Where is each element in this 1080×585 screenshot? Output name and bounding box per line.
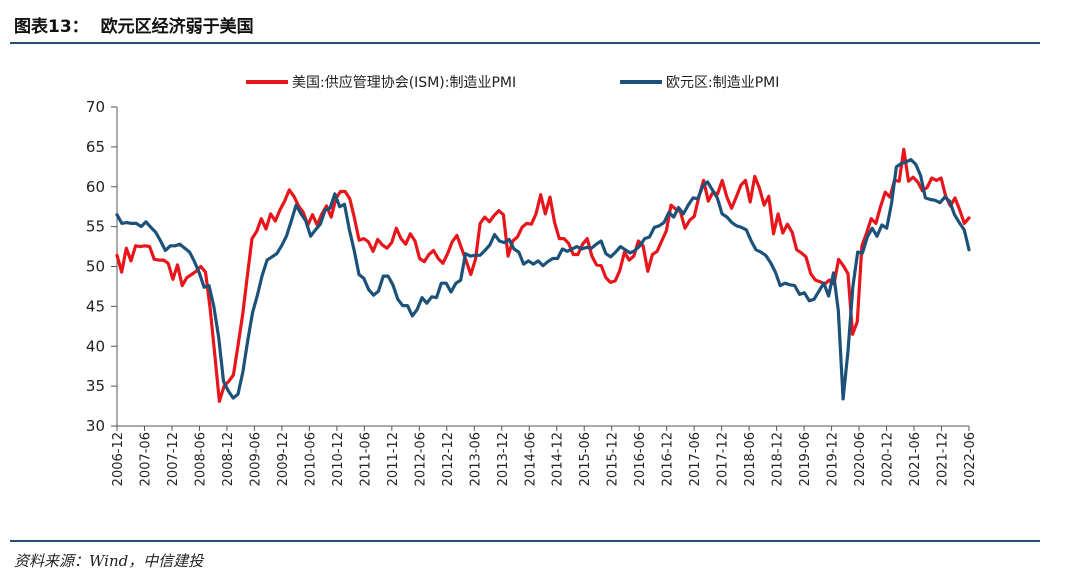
y-tick-label: 30 bbox=[86, 417, 105, 435]
x-tick-label: 2006-12 bbox=[111, 432, 126, 486]
legend: 美国:供应管理协会(ISM):制造业PMI 欧元区:制造业PMI bbox=[246, 74, 779, 91]
figure-number: 图表13： bbox=[14, 17, 89, 37]
legend-label-ez: 欧元区:制造业PMI bbox=[666, 75, 779, 91]
x-tick-label: 2021-06 bbox=[908, 432, 923, 486]
source-note: 资料来源：Wind，中信建投 bbox=[14, 552, 204, 570]
x-tick-label: 2011-06 bbox=[358, 432, 373, 486]
x-tick-label: 2007-06 bbox=[138, 432, 153, 486]
x-tick-label: 2020-06 bbox=[853, 432, 868, 486]
figure-title: 图表13： 欧元区经济弱于美国 bbox=[14, 12, 254, 37]
x-tick-label: 2009-12 bbox=[276, 432, 291, 486]
x-tick-label: 2017-12 bbox=[716, 432, 731, 486]
x-tick-label: 2021-12 bbox=[936, 432, 951, 486]
figure-title-text: 欧元区经济弱于美国 bbox=[100, 17, 254, 37]
x-tick-label: 2009-06 bbox=[248, 432, 263, 486]
x-tick-label: 2012-06 bbox=[413, 432, 428, 486]
x-tick-label: 2019-06 bbox=[798, 432, 813, 486]
x-tick-label: 2008-06 bbox=[193, 432, 208, 486]
series-line-eurozone-pmi bbox=[115, 158, 971, 401]
x-tick-label: 2011-12 bbox=[386, 432, 401, 486]
x-tick-label: 2020-12 bbox=[881, 432, 896, 486]
x-tick-label: 2022-06 bbox=[963, 432, 978, 486]
x-tick-label: 2018-06 bbox=[743, 432, 758, 486]
x-tick-label: 2010-06 bbox=[303, 432, 318, 486]
x-tick-label: 2015-12 bbox=[606, 432, 621, 486]
x-tick-label: 2012-12 bbox=[441, 432, 456, 486]
x-tick-label: 2007-12 bbox=[166, 432, 181, 486]
x-tick-label: 2013-06 bbox=[468, 432, 483, 486]
y-tick-label: 35 bbox=[86, 377, 105, 395]
legend-label-us: 美国:供应管理协会(ISM):制造业PMI bbox=[292, 74, 516, 91]
y-tick-label: 60 bbox=[86, 178, 105, 196]
x-tick-label: 2013-12 bbox=[496, 432, 511, 486]
y-tick-label: 65 bbox=[86, 138, 105, 156]
y-tick-label: 45 bbox=[86, 297, 105, 315]
x-tick-label: 2014-06 bbox=[523, 432, 538, 486]
x-tick-label: 2010-12 bbox=[331, 432, 346, 486]
x-tick-label: 2014-12 bbox=[551, 432, 566, 486]
x-tick-label: 2015-06 bbox=[578, 432, 593, 486]
y-tick-label: 55 bbox=[86, 218, 105, 236]
x-tick-label: 2017-06 bbox=[688, 432, 703, 486]
x-tick-label: 2018-12 bbox=[771, 432, 786, 486]
y-tick-label: 70 bbox=[86, 98, 105, 116]
x-tick-label: 2019-12 bbox=[826, 432, 841, 486]
x-tick-label: 2016-06 bbox=[633, 432, 648, 486]
x-tick-label: 2016-12 bbox=[661, 432, 676, 486]
y-tick-label: 40 bbox=[86, 337, 105, 355]
bottom-rule bbox=[10, 540, 1040, 542]
top-rule bbox=[10, 42, 1040, 44]
axes: 30 35 40 45 50 55 60 65 70 2006-12 2007-06 2007-12 2… bbox=[86, 98, 978, 486]
y-tick-label: 50 bbox=[86, 258, 105, 276]
series-line-us-ism-pmi bbox=[115, 147, 971, 403]
x-tick-label: 2008-12 bbox=[221, 432, 236, 486]
series-lines bbox=[115, 147, 971, 403]
